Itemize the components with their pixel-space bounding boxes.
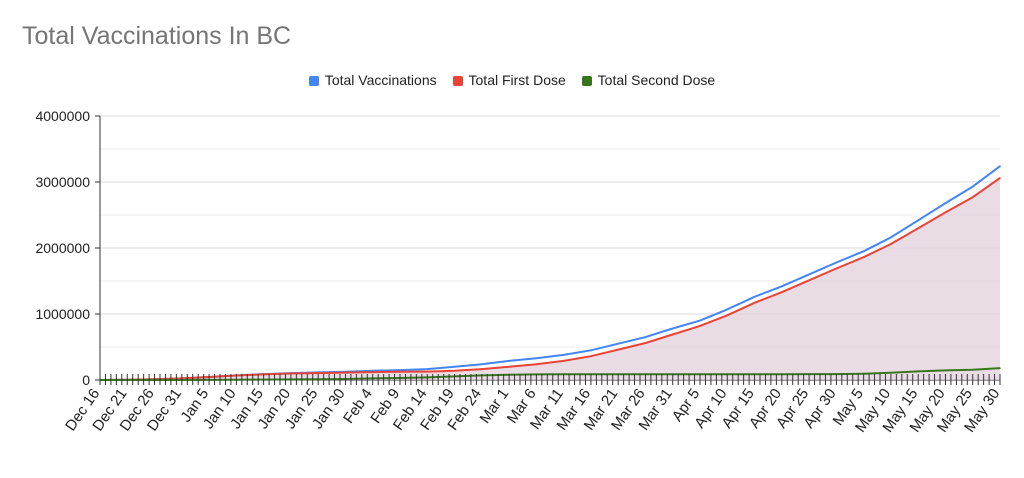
- data-point-total-vaccinations: [617, 342, 619, 345]
- data-point-total-first-dose: [971, 196, 974, 198]
- first-dose-area: [100, 178, 1000, 380]
- legend-item-total-second-dose[interactable]: Total Second Dose: [581, 72, 716, 88]
- legend-label-total-second-dose: Total Second Dose: [597, 72, 716, 88]
- data-point-total-vaccinations: [890, 236, 892, 239]
- x-tick-label: Feb 4: [340, 386, 376, 427]
- data-point-total-first-dose: [344, 371, 347, 374]
- series-line-total-second-dose: [100, 367, 1001, 381]
- legend-item-total-vaccinations[interactable]: Total Vaccinations: [308, 72, 437, 88]
- data-point-total-vaccinations: [644, 336, 647, 338]
- data-point-total-first-dose: [726, 314, 729, 317]
- legend-label-total-vaccinations: Total Vaccinations: [324, 72, 437, 88]
- legend-swatch-total-vaccinations: [308, 76, 319, 86]
- data-point-total-second-dose: [999, 367, 1001, 369]
- data-point-total-first-dose: [481, 368, 483, 370]
- data-point-total-vaccinations: [835, 261, 838, 264]
- data-point-total-vaccinations: [862, 250, 865, 253]
- y-tick-label: 0: [82, 372, 90, 388]
- y-tick-label: 2000000: [35, 240, 90, 256]
- data-point-total-second-dose: [890, 371, 892, 374]
- data-point-total-first-dose: [535, 363, 538, 365]
- data-point-total-vaccinations: [753, 296, 756, 298]
- data-point-total-vaccinations: [508, 360, 510, 362]
- data-point-total-vaccinations: [453, 366, 456, 368]
- data-point-total-second-dose: [917, 370, 919, 373]
- data-point-total-vaccinations: [426, 368, 429, 370]
- legend-swatch-total-first-dose: [452, 76, 463, 86]
- data-point-total-first-dose: [835, 267, 838, 270]
- data-point-total-second-dose: [944, 369, 947, 372]
- data-point-total-vaccinations: [562, 354, 565, 356]
- data-point-total-first-dose: [862, 256, 865, 259]
- data-point-total-first-dose: [808, 279, 810, 282]
- data-point-total-second-dose: [971, 368, 974, 371]
- legend: Total Vaccinations Total First Dose Tota…: [0, 72, 1024, 88]
- data-point-total-vaccinations: [481, 363, 483, 365]
- data-point-total-vaccinations: [590, 349, 592, 352]
- data-point-total-first-dose: [644, 342, 647, 344]
- data-point-total-first-dose: [617, 348, 619, 351]
- data-point-total-vaccinations: [917, 219, 919, 222]
- data-point-total-first-dose: [426, 370, 429, 373]
- series-line-total-first-dose: [99, 177, 1001, 381]
- data-point-total-first-dose: [999, 177, 1001, 179]
- chart-title: Total Vaccinations In BC: [22, 22, 292, 50]
- data-point-total-vaccinations: [944, 202, 947, 204]
- data-point-total-vaccinations: [699, 319, 701, 322]
- data-point-total-first-dose: [671, 333, 674, 336]
- data-point-total-first-dose: [917, 227, 919, 229]
- data-point-total-vaccinations: [671, 327, 674, 330]
- y-tick-label: 4000000: [35, 108, 90, 124]
- data-point-total-first-dose: [399, 370, 401, 373]
- data-point-total-vaccinations: [781, 285, 783, 288]
- x-tick-label: Mar 1: [476, 386, 512, 427]
- data-point-total-first-dose: [944, 211, 947, 214]
- data-point-total-vaccinations: [399, 369, 401, 371]
- data-point-total-first-dose: [453, 369, 456, 372]
- data-point-total-first-dose: [508, 366, 510, 368]
- data-point-total-first-dose: [890, 243, 892, 245]
- data-point-total-first-dose: [317, 372, 319, 374]
- data-point-total-first-dose: [562, 360, 565, 362]
- data-point-total-vaccinations: [726, 308, 729, 311]
- y-tick-label: 1000000: [35, 306, 90, 322]
- data-point-total-first-dose: [590, 355, 592, 358]
- data-point-total-vaccinations: [999, 165, 1001, 167]
- legend-label-total-first-dose: Total First Dose: [468, 72, 566, 88]
- data-point-total-vaccinations: [971, 185, 974, 188]
- data-point-total-first-dose: [290, 372, 292, 375]
- data-point-total-vaccinations: [808, 273, 810, 276]
- legend-item-total-first-dose[interactable]: Total First Dose: [452, 72, 566, 88]
- y-tick-label: 3000000: [35, 174, 90, 190]
- data-point-total-first-dose: [753, 301, 756, 304]
- data-point-total-vaccinations: [535, 357, 538, 360]
- data-point-total-first-dose: [371, 371, 374, 373]
- data-point-total-first-dose: [699, 325, 701, 327]
- data-point-total-first-dose: [781, 291, 783, 294]
- legend-swatch-total-second-dose: [581, 76, 592, 86]
